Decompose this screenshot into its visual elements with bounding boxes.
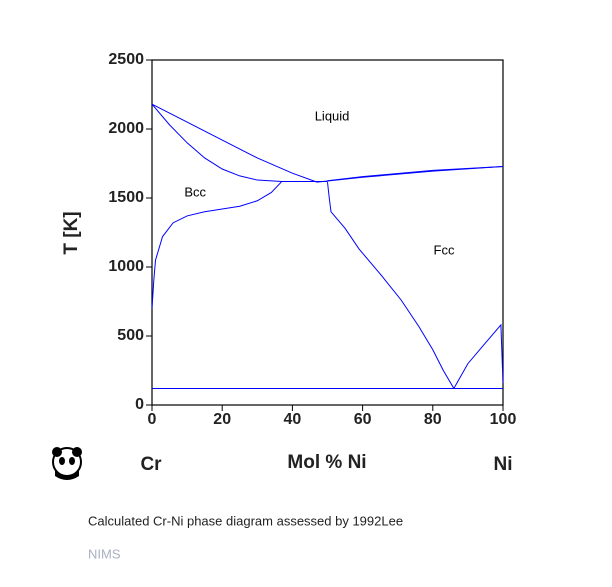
plot-frame xyxy=(151,59,504,406)
phase-boundary xyxy=(151,181,283,309)
right-element: Ni xyxy=(494,454,513,475)
x-tick-label: 80 xyxy=(424,411,442,428)
x-tick-label: 20 xyxy=(213,411,231,428)
caption: Calculated Cr-Ni phase diagram assessed … xyxy=(88,513,403,528)
phase-label: Bcc xyxy=(184,184,206,199)
y-axis-label: T [K] xyxy=(61,211,82,254)
x-tick-label: 40 xyxy=(284,411,302,428)
panda-logo xyxy=(52,447,82,480)
phase-label: Fcc xyxy=(434,242,455,257)
left-element: Cr xyxy=(140,454,162,475)
phase-boundary xyxy=(327,166,504,182)
y-tick-label: 1000 xyxy=(108,258,144,275)
y-tick-label: 1500 xyxy=(108,189,144,206)
x-axis-label: Mol % Ni xyxy=(287,452,366,473)
y-tick-label: 2500 xyxy=(108,51,144,68)
source: NIMS xyxy=(88,546,121,561)
phase-boundary xyxy=(151,103,318,183)
phase-boundary xyxy=(316,166,504,183)
x-tick-label: 0 xyxy=(148,411,157,428)
y-tick-label: 500 xyxy=(117,327,144,344)
phase-label: Liquid xyxy=(315,108,350,123)
y-tick-label: 2000 xyxy=(108,120,144,137)
y-tick-label: 0 xyxy=(135,396,144,413)
phase-boundary xyxy=(327,182,455,389)
x-tick-label: 60 xyxy=(354,411,372,428)
phase-boundary xyxy=(151,103,282,182)
x-tick-label: 100 xyxy=(490,411,517,428)
phase-boundary xyxy=(453,323,504,389)
